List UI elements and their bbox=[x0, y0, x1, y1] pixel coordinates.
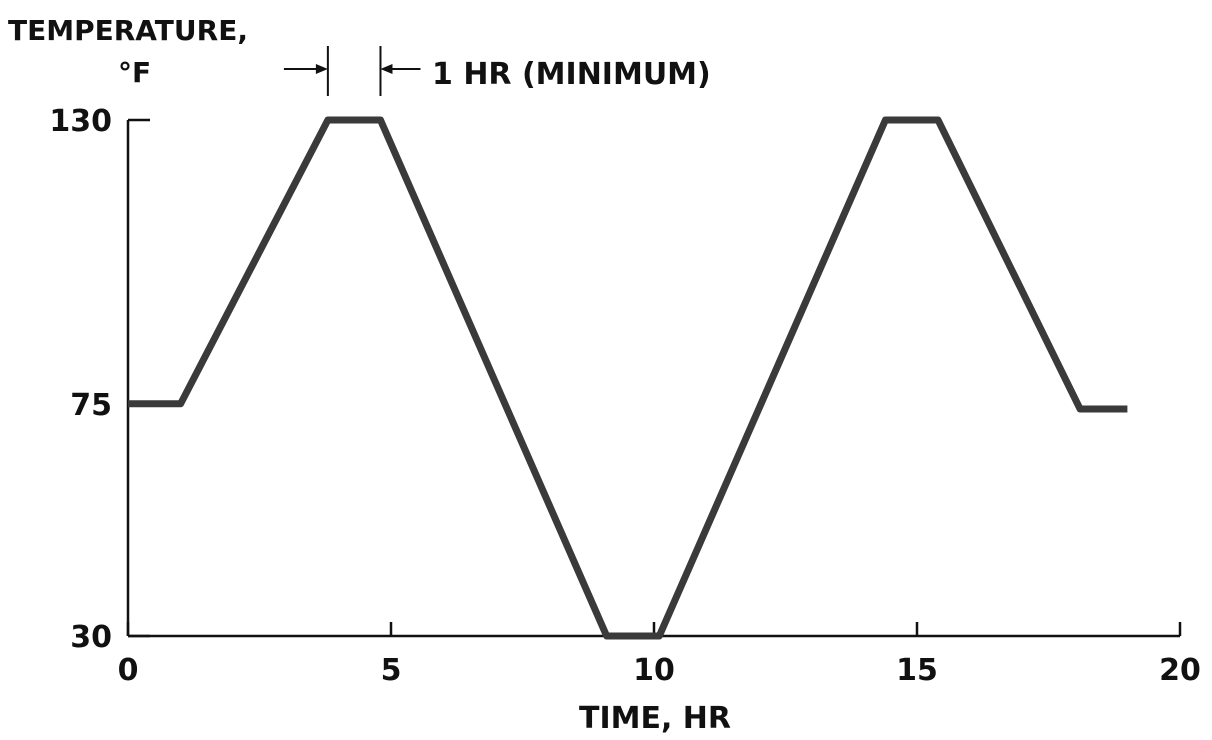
dimension-arrow-left-icon bbox=[315, 64, 328, 74]
y-tick-label: 130 bbox=[49, 104, 112, 139]
y-tick-label: 30 bbox=[70, 620, 112, 655]
x-tick-label: 5 bbox=[381, 653, 402, 688]
x-tick-label: 10 bbox=[633, 653, 675, 688]
x-tick-label: 15 bbox=[896, 653, 938, 688]
y-axis-label-line1: TEMPERATURE, bbox=[8, 14, 248, 47]
annotation-label: 1 HR (MINIMUM) bbox=[432, 57, 711, 92]
series bbox=[128, 116, 1128, 640]
x-tick-label: 0 bbox=[118, 653, 139, 688]
y-axis-label-line2: °F bbox=[118, 56, 151, 89]
annotation-dimension bbox=[283, 46, 421, 96]
x-tick-label: 20 bbox=[1159, 653, 1201, 688]
tick-labels: 0 5 10 15 20 30 75 130 bbox=[49, 104, 1201, 688]
temperature-series-line bbox=[128, 116, 1128, 640]
dimension-arrow-right-icon bbox=[380, 64, 393, 74]
y-tick-label: 75 bbox=[70, 388, 112, 423]
x-axis-label: TIME, HR bbox=[579, 701, 731, 736]
